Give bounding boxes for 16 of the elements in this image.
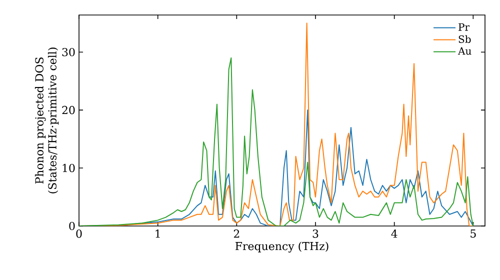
legend-label: Sb bbox=[458, 35, 471, 43]
legend-label: Au bbox=[458, 47, 472, 55]
y-tick-label: 20 bbox=[62, 106, 75, 114]
line-series bbox=[79, 57, 474, 226]
x-axis-title: Frequency (THz) bbox=[235, 242, 328, 253]
x-tick-label: 0 bbox=[76, 230, 82, 238]
x-tick-label: 1 bbox=[156, 230, 160, 238]
y-tick-label: 0 bbox=[69, 222, 75, 230]
y-axis-title: Phonon projected DOS (States/THz·primitive cell) bbox=[34, 48, 59, 194]
x-tick-label: 5 bbox=[470, 230, 476, 238]
x-tick-label: 4 bbox=[391, 230, 398, 238]
y-tick-label: 10 bbox=[62, 164, 75, 172]
x-tick-label: 3 bbox=[312, 230, 318, 238]
y-tick-label: 30 bbox=[62, 48, 75, 56]
x-tick-label: 2 bbox=[234, 230, 240, 238]
legend-label: Pr bbox=[458, 23, 470, 31]
